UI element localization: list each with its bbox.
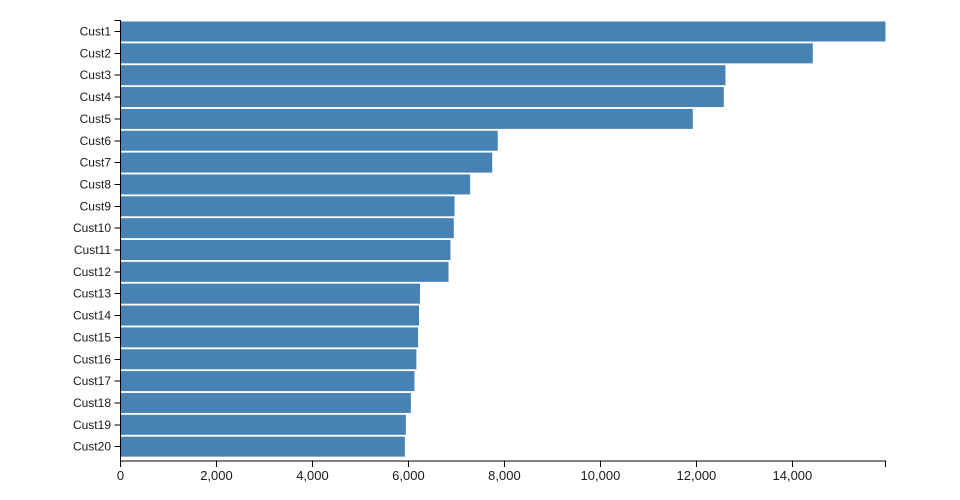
x-tick-label-0: 0	[117, 468, 124, 483]
x-tick-label-6000: 6,000	[392, 468, 425, 483]
y-tick-label-cust11: Cust11	[74, 243, 111, 257]
y-tick-label-cust17: Cust17	[73, 374, 111, 388]
bar-cust4	[120, 87, 724, 108]
bar-cust2	[120, 43, 813, 64]
bar-cust9	[120, 196, 455, 217]
bar-cust1	[120, 21, 886, 42]
y-tick-label-cust7: Cust7	[80, 156, 112, 170]
x-tick-label-12000: 12,000	[677, 468, 717, 483]
bar-cust13	[120, 283, 420, 304]
bar-cust16	[120, 349, 417, 370]
y-tick-label-cust1: Cust1	[80, 25, 112, 39]
y-tick-label-cust15: Cust15	[73, 330, 111, 344]
y-tick-label-cust12: Cust12	[73, 265, 111, 279]
bar-cust5	[120, 108, 693, 129]
y-tick-label-cust8: Cust8	[80, 177, 112, 191]
bar-cust6	[120, 130, 498, 151]
bar-cust15	[120, 327, 419, 348]
x-tick-label-8000: 8,000	[488, 468, 521, 483]
bar-cust14	[120, 305, 420, 326]
y-axis-line	[114, 20, 121, 461]
bar-cust7	[120, 152, 493, 173]
y-tick-label-cust13: Cust13	[73, 287, 111, 301]
y-tick-label-cust3: Cust3	[80, 68, 112, 82]
x-axis: 0 2,000 4,000 6,000 8,000 10,000 12,000 14,000	[117, 460, 886, 483]
y-tick-label-cust4: Cust4	[80, 90, 112, 104]
y-tick-label-cust6: Cust6	[80, 134, 112, 148]
y-tick-label-cust10: Cust10	[73, 221, 111, 235]
y-tick-label-cust16: Cust16	[73, 352, 111, 366]
y-tick-label-cust2: Cust2	[80, 46, 112, 60]
y-tick-label-cust9: Cust9	[80, 199, 112, 213]
bar-cust11	[120, 240, 451, 260]
y-tick-label-cust5: Cust5	[80, 112, 112, 126]
bars-group	[120, 21, 886, 457]
bar-cust10	[120, 218, 454, 239]
bar-cust20	[120, 436, 405, 457]
bar-cust3	[120, 65, 726, 86]
x-tick-label-10000: 10,000	[581, 468, 621, 483]
bar-cust12	[120, 261, 449, 282]
y-tick-label-cust14: Cust14	[73, 309, 111, 323]
y-tick-label-cust18: Cust18	[73, 396, 111, 410]
x-tick-label-14000: 14,000	[773, 468, 813, 483]
bar-cust8	[120, 174, 471, 195]
x-tick-label-4000: 4,000	[296, 468, 329, 483]
y-tick-label-cust19: Cust19	[73, 418, 111, 432]
x-tick-label-2000: 2,000	[200, 468, 233, 483]
bar-cust17	[120, 371, 415, 392]
bar-cust18	[120, 392, 411, 413]
x-axis-line	[120, 460, 886, 467]
y-axis: Cust1 Cust2 Cust3 Cust4 Cust5 Cust6 Cust7 Cust8…	[73, 20, 121, 461]
y-tick-label-cust20: Cust20	[73, 440, 111, 454]
bar-cust19	[120, 414, 406, 435]
